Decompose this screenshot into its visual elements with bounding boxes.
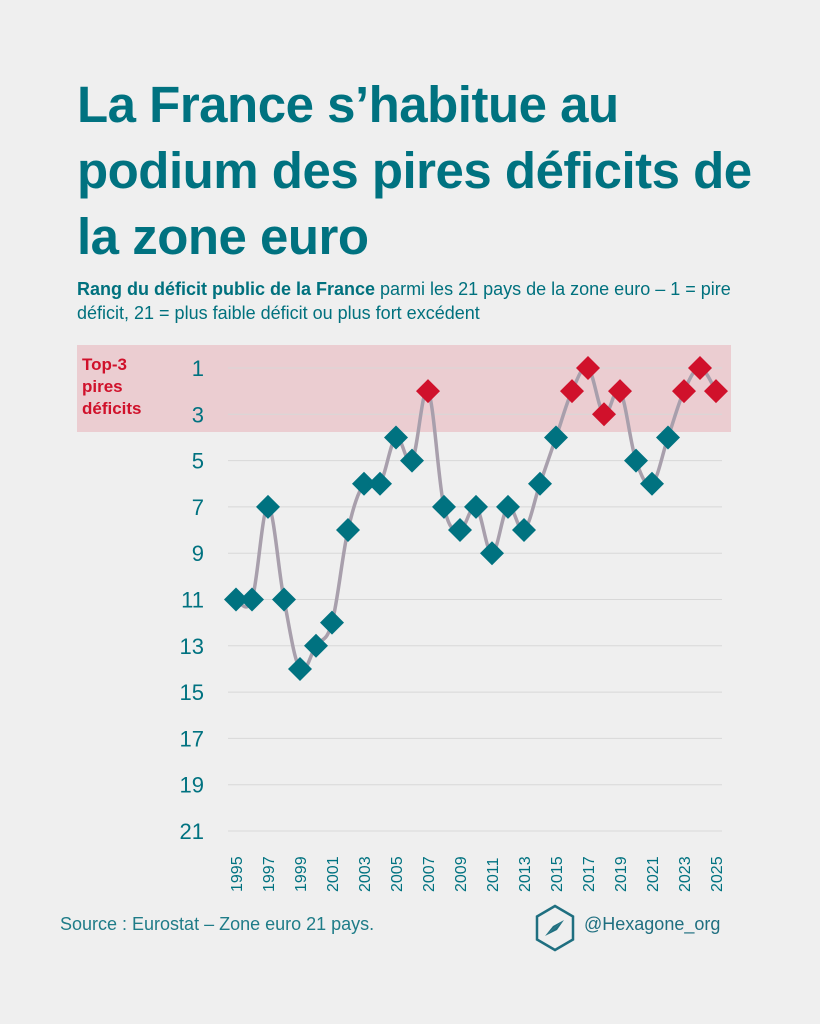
x-tick-label: 2011 <box>485 857 502 892</box>
chart-title: La France s’habitue au podium des pires … <box>77 76 752 265</box>
data-point-2024 <box>688 356 712 380</box>
x-tick-label: 2007 <box>421 856 438 892</box>
x-tick-label: 2009 <box>453 856 470 892</box>
subtitle-bold: Rang du déficit public de la France <box>77 279 376 299</box>
y-tick-label: 3 <box>192 402 204 427</box>
x-tick-label: 2023 <box>677 856 694 892</box>
data-point-2008 <box>432 494 456 519</box>
x-tick-label: 2017 <box>581 856 598 892</box>
data-point-2019 <box>608 379 632 404</box>
twitter-handle: @Hexagone_org <box>584 914 721 934</box>
data-point-1999 <box>288 656 312 681</box>
band-label-line: Top-3 <box>82 355 127 374</box>
data-point-2020 <box>624 448 648 473</box>
data-point-2009 <box>448 518 472 543</box>
data-point-2022 <box>656 425 680 450</box>
data-point-2001 <box>320 610 344 635</box>
y-tick-label: 21 <box>180 819 204 844</box>
y-tick-label: 17 <box>180 726 204 751</box>
data-point-2010 <box>464 494 488 519</box>
y-tick-label: 9 <box>192 541 204 566</box>
data-point-2015 <box>544 425 568 450</box>
data-point-2023 <box>672 379 696 404</box>
data-point-2002 <box>336 518 360 543</box>
data-point-2011 <box>480 541 504 566</box>
subtitle-rest: parmi les 21 pays de la zone euro – 1 = … <box>77 279 731 323</box>
y-tick-label: 5 <box>192 449 204 474</box>
data-point-1997 <box>256 494 280 519</box>
x-tick-label: 2021 <box>645 856 662 892</box>
x-tick-label: 2003 <box>357 856 374 892</box>
band-label-line: pires <box>82 377 123 396</box>
data-point-2003 <box>352 471 376 496</box>
data-point-2021 <box>640 471 664 496</box>
y-tick-label: 19 <box>180 773 204 798</box>
x-tick-label: 1995 <box>229 856 246 892</box>
data-point-1996 <box>240 587 264 612</box>
top3-highlight-band <box>77 345 731 432</box>
data-point-2005 <box>384 425 408 450</box>
x-tick-label: 1997 <box>261 856 278 892</box>
data-point-2006 <box>400 448 424 473</box>
hexagon-compass-icon <box>535 904 575 952</box>
y-tick-label: 11 <box>181 588 204 613</box>
y-tick-label: 13 <box>180 634 204 659</box>
x-tick-label: 2019 <box>613 856 630 892</box>
data-markers <box>224 356 728 681</box>
data-point-2012 <box>496 494 520 519</box>
data-point-2025 <box>704 379 728 404</box>
data-point-2013 <box>512 518 536 543</box>
y-tick-label: 15 <box>180 680 204 705</box>
data-point-2014 <box>528 471 552 496</box>
data-point-2016 <box>560 379 584 404</box>
y-tick-label: 7 <box>192 495 204 520</box>
x-tick-label: 2015 <box>549 856 566 892</box>
gridlines <box>228 367 722 832</box>
y-tick-label: 1 <box>192 356 204 381</box>
top3-band-label: Top-3 pires déficits <box>82 355 142 418</box>
x-tick-label: 2001 <box>325 856 342 892</box>
x-axis-ticks: 1995 1997 1999 2001 2003 2005 2007 2009 2011 2013… <box>229 856 726 892</box>
x-tick-label: 2013 <box>517 856 534 892</box>
source-note: Source : Eurostat – Zone euro 21 pays. <box>60 914 375 934</box>
x-tick-label: 2025 <box>709 856 726 892</box>
chart-subtitle: Rang du déficit public de la France parm… <box>77 277 777 325</box>
x-tick-label: 1999 <box>293 856 310 892</box>
data-point-1998 <box>272 587 296 612</box>
data-point-2017 <box>576 356 600 380</box>
band-label-line: déficits <box>82 399 142 418</box>
data-point-2007 <box>416 379 440 404</box>
x-tick-label: 2005 <box>389 856 406 892</box>
data-point-2018 <box>592 402 616 427</box>
data-point-1995 <box>224 587 248 612</box>
data-point-2004 <box>368 471 392 496</box>
data-point-2000 <box>304 633 328 658</box>
